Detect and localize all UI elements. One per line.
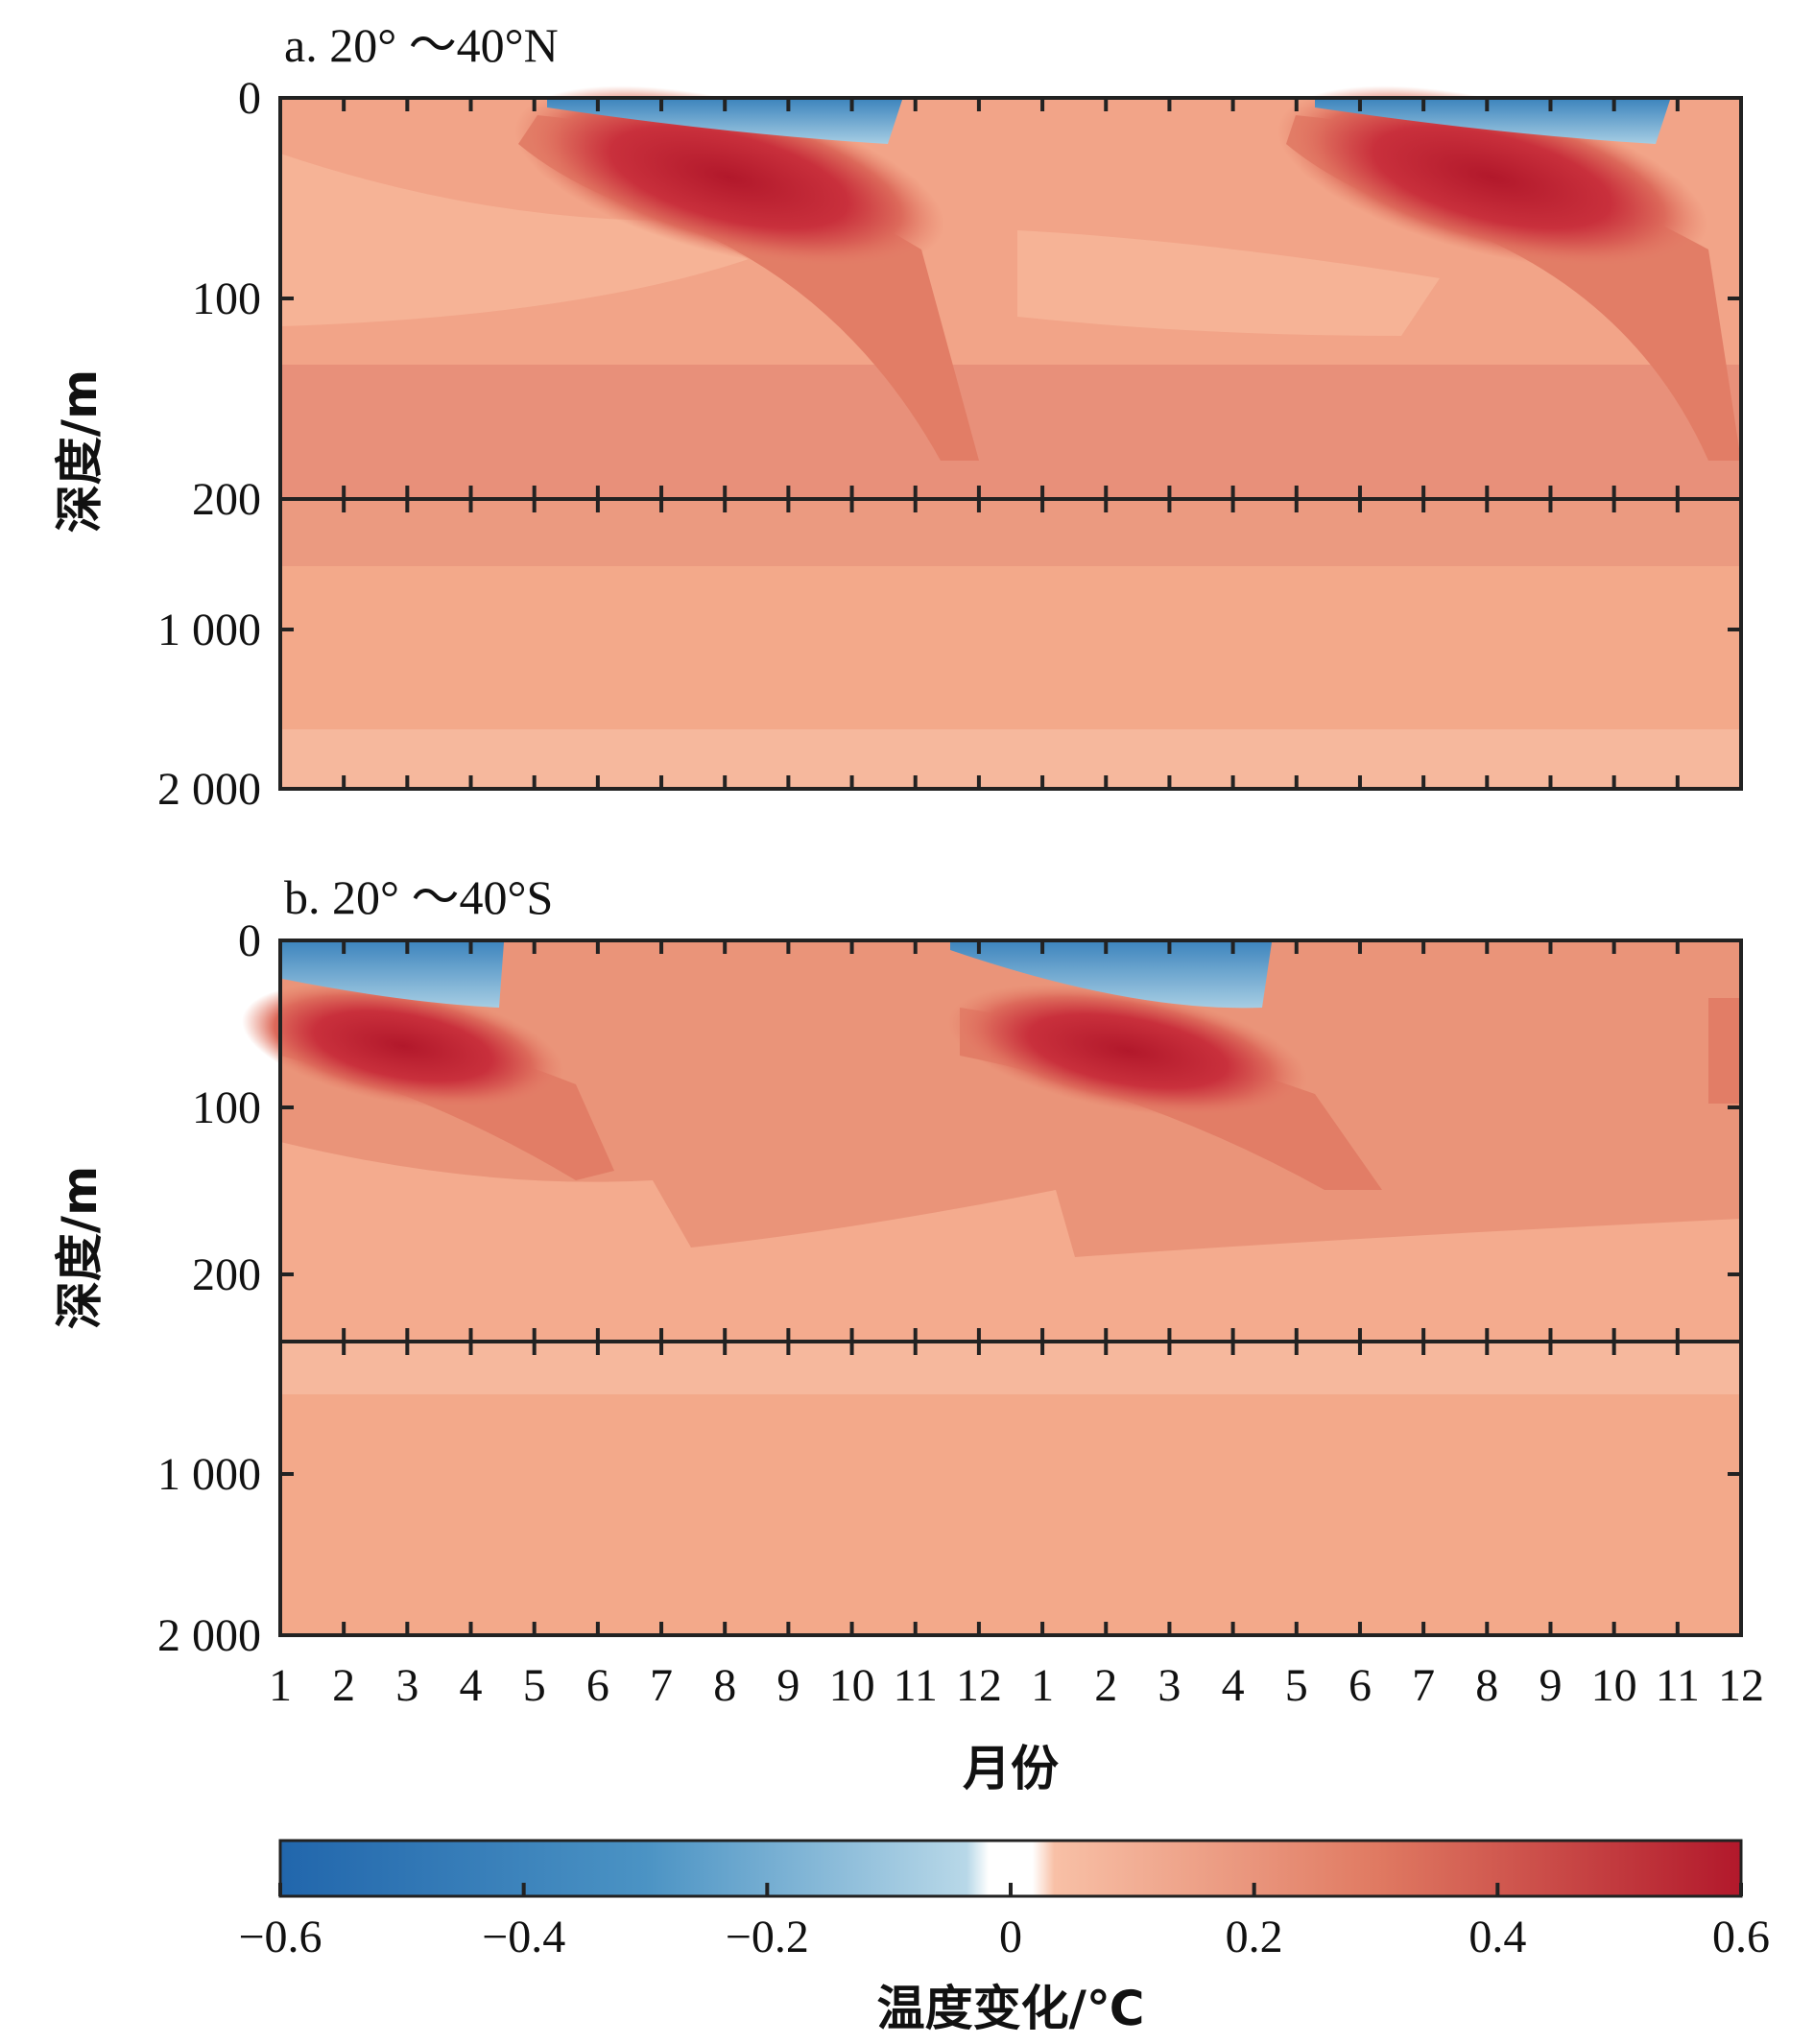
panel-a: a. 20° ～40°N 0 100 bbox=[52, 18, 1743, 815]
panel-a-light-region-2 bbox=[1017, 230, 1440, 336]
colorbar-tick-label-3: 0 bbox=[999, 1912, 1022, 1962]
panel-b-title: b. 20° ～40°S bbox=[284, 870, 553, 924]
colorbar-ticks: −0.6 −0.4 −0.2 0 0.2 0.4 0.6 bbox=[238, 1883, 1770, 1962]
panel-b-ytick-100: 100 bbox=[192, 1082, 261, 1133]
panel-b-frame bbox=[278, 939, 1743, 1637]
x-tick-label-1: 2 bbox=[332, 1660, 355, 1711]
x-tick-label-15: 4 bbox=[1222, 1660, 1245, 1711]
x-tick-label-21: 10 bbox=[1591, 1660, 1637, 1711]
x-tick-label-3: 4 bbox=[460, 1660, 483, 1711]
panel-a-lower-top-band bbox=[280, 499, 1741, 566]
x-tick-label-9: 10 bbox=[829, 1660, 875, 1711]
colorbar-tick-label-6: 0.6 bbox=[1712, 1912, 1770, 1962]
panel-b-ytick-2000: 2 000 bbox=[157, 1610, 261, 1661]
panel-b-neg-2 bbox=[950, 942, 1272, 1009]
colorbar-tick-label-4: 0.2 bbox=[1226, 1912, 1283, 1962]
colorbar-tick-label-5: 0.4 bbox=[1468, 1912, 1526, 1962]
x-tick-label-6: 7 bbox=[650, 1660, 673, 1711]
panel-b-heatmap bbox=[242, 940, 1741, 1635]
panel-b-yaxis: 0 100 200 1 000 2 000 深度/m bbox=[52, 915, 261, 1661]
x-tick-label-7: 8 bbox=[713, 1660, 736, 1711]
panel-a-ytick-200: 200 bbox=[192, 474, 261, 525]
panel-a-core-2 bbox=[1277, 85, 1708, 270]
x-tick-label-14: 3 bbox=[1158, 1660, 1181, 1711]
panel-a-ytick-0: 0 bbox=[238, 73, 261, 124]
x-tick-label-13: 2 bbox=[1094, 1660, 1117, 1711]
x-tick-label-22: 11 bbox=[1656, 1660, 1700, 1711]
x-tick-labels: 1 2 3 4 5 6 7 8 9 10 11 12 1 2 3 4 5 6 7 8 9 10 11 12 bbox=[269, 1660, 1764, 1711]
x-tick-label-20: 9 bbox=[1539, 1660, 1562, 1711]
panel-b-core-1 bbox=[242, 982, 564, 1110]
panel-a-neg-1 bbox=[547, 100, 902, 144]
x-tick-label-19: 8 bbox=[1475, 1660, 1498, 1711]
x-tick-label-16: 5 bbox=[1285, 1660, 1308, 1711]
x-tick-label-11: 12 bbox=[956, 1660, 1002, 1711]
panel-a-ytick-1000: 1 000 bbox=[157, 605, 261, 655]
colorbar-tick-label-2: −0.2 bbox=[726, 1912, 809, 1962]
panel-b-light-band bbox=[280, 1142, 1741, 1342]
panel-a-lower-bottom-band bbox=[280, 729, 1741, 789]
panel-b-core-2 bbox=[947, 984, 1308, 1118]
panel-b-tongue-3 bbox=[1708, 998, 1741, 1104]
colorbar: −0.6 −0.4 −0.2 0 0.2 0.4 0.6 温度变化/℃ bbox=[238, 1839, 1770, 2036]
x-tick-label-18: 7 bbox=[1412, 1660, 1435, 1711]
panel-b-ticks bbox=[278, 939, 1743, 1637]
panel-b-neg-1 bbox=[282, 942, 504, 1008]
panel-a-neg-2 bbox=[1315, 100, 1670, 144]
panel-a-frame bbox=[278, 96, 1743, 791]
panel-b-lower-top-band bbox=[280, 1342, 1741, 1394]
panel-a-light-region-1 bbox=[280, 154, 749, 326]
panel-a-ticks bbox=[278, 96, 1743, 791]
x-tick-label-10: 11 bbox=[894, 1660, 938, 1711]
x-tick-label-17: 6 bbox=[1349, 1660, 1372, 1711]
panel-b: b. 20° ～40°S 0 100 200 1 000 2 000 深度/m bbox=[52, 870, 1743, 1661]
x-tick-label-23: 12 bbox=[1718, 1660, 1764, 1711]
panel-a-ytick-2000: 2 000 bbox=[157, 764, 261, 815]
panel-a-title: a. 20° ～40°N bbox=[284, 18, 559, 72]
panel-a-ylabel: 深度/m bbox=[52, 369, 107, 533]
panel-a-core-1 bbox=[513, 85, 945, 270]
panel-a-upper-deep-band bbox=[280, 365, 1741, 499]
x-tick-label-8: 9 bbox=[776, 1660, 800, 1711]
panel-a-heatmap bbox=[280, 85, 1741, 789]
x-tick-label-0: 1 bbox=[269, 1660, 292, 1711]
panel-b-ytick-1000: 1 000 bbox=[157, 1449, 261, 1500]
panel-b-ylabel: 深度/m bbox=[52, 1166, 107, 1329]
panel-a-yaxis: 0 100 200 1 000 2 000 深度/m bbox=[52, 73, 261, 815]
x-axis-title: 月份 bbox=[963, 1741, 1059, 1796]
panel-a-ytick-100: 100 bbox=[192, 273, 261, 324]
panel-b-ytick-200: 200 bbox=[192, 1249, 261, 1300]
x-tick-label-12: 1 bbox=[1031, 1660, 1054, 1711]
colorbar-label: 温度变化/℃ bbox=[877, 1981, 1145, 2036]
x-tick-label-4: 5 bbox=[523, 1660, 546, 1711]
x-tick-label-2: 3 bbox=[395, 1660, 418, 1711]
colorbar-tick-label-0: −0.6 bbox=[238, 1912, 322, 1962]
x-tick-label-5: 6 bbox=[586, 1660, 609, 1711]
colorbar-tick-label-1: −0.4 bbox=[482, 1912, 565, 1962]
panel-b-ytick-0: 0 bbox=[238, 915, 261, 966]
